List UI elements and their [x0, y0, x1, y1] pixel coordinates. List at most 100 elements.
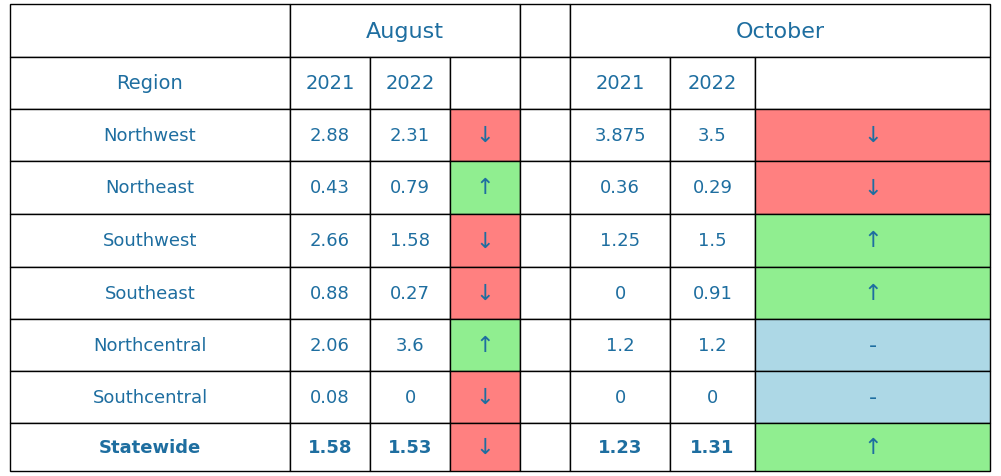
- Text: 0: 0: [404, 388, 415, 406]
- Text: 2022: 2022: [688, 74, 737, 93]
- Bar: [520, 58, 570, 110]
- Bar: [370, 215, 450, 268]
- Bar: [520, 371, 570, 423]
- Text: ↑: ↑: [475, 178, 494, 198]
- Text: ↓: ↓: [475, 126, 494, 146]
- Text: ↓: ↓: [475, 387, 494, 407]
- Text: 0.36: 0.36: [600, 179, 640, 197]
- Bar: [520, 5, 570, 58]
- Bar: [670, 423, 755, 471]
- Bar: [450, 319, 520, 371]
- Bar: [370, 162, 450, 215]
- Bar: [370, 319, 450, 371]
- Bar: [570, 58, 670, 110]
- Bar: [370, 58, 450, 110]
- Bar: [670, 162, 755, 215]
- Text: ↓: ↓: [475, 231, 494, 251]
- Bar: [10, 319, 290, 371]
- Text: Region: Region: [117, 74, 183, 93]
- Bar: [570, 162, 670, 215]
- Text: Southwest: Southwest: [103, 232, 197, 250]
- Text: 0.27: 0.27: [390, 284, 430, 302]
- Bar: [570, 423, 670, 471]
- Text: Southcentral: Southcentral: [92, 388, 207, 406]
- Bar: [290, 215, 370, 268]
- Text: Northcentral: Northcentral: [93, 336, 207, 354]
- Bar: [290, 162, 370, 215]
- Bar: [10, 268, 290, 319]
- Bar: [370, 423, 450, 471]
- Bar: [670, 110, 755, 162]
- Bar: [670, 215, 755, 268]
- Bar: [755, 319, 990, 371]
- Bar: [755, 268, 990, 319]
- Bar: [290, 110, 370, 162]
- Text: 2.06: 2.06: [310, 336, 350, 354]
- Text: ↓: ↓: [475, 437, 494, 457]
- Text: 2.31: 2.31: [390, 127, 430, 145]
- Text: -: -: [869, 387, 877, 407]
- Bar: [520, 110, 570, 162]
- Bar: [370, 110, 450, 162]
- Text: Northwest: Northwest: [104, 127, 196, 145]
- Text: 2.66: 2.66: [310, 232, 350, 250]
- Bar: [450, 162, 520, 215]
- Bar: [10, 371, 290, 423]
- Bar: [450, 215, 520, 268]
- Bar: [520, 215, 570, 268]
- Text: 0.08: 0.08: [310, 388, 349, 406]
- Text: 0: 0: [615, 284, 626, 302]
- Text: 0: 0: [707, 388, 718, 406]
- Text: 2021: 2021: [305, 74, 354, 93]
- Bar: [670, 58, 755, 110]
- Bar: [755, 162, 990, 215]
- Text: 0.91: 0.91: [693, 284, 733, 302]
- Bar: [570, 371, 670, 423]
- Bar: [570, 5, 990, 58]
- Text: 0.79: 0.79: [390, 179, 430, 197]
- Bar: [755, 215, 990, 268]
- Bar: [570, 215, 670, 268]
- Text: 1.2: 1.2: [606, 336, 635, 354]
- Bar: [290, 371, 370, 423]
- Text: 1.58: 1.58: [307, 438, 352, 456]
- Bar: [290, 58, 370, 110]
- Text: 2021: 2021: [596, 74, 645, 93]
- Text: 2.88: 2.88: [310, 127, 350, 145]
- Text: ↑: ↑: [475, 335, 494, 355]
- Bar: [10, 110, 290, 162]
- Bar: [520, 319, 570, 371]
- Bar: [570, 110, 670, 162]
- Bar: [670, 371, 755, 423]
- Bar: [755, 110, 990, 162]
- Text: August: August: [366, 21, 444, 41]
- Text: 1.25: 1.25: [600, 232, 640, 250]
- Text: ↑: ↑: [863, 231, 882, 251]
- Bar: [450, 371, 520, 423]
- Text: ↓: ↓: [863, 178, 882, 198]
- Bar: [570, 319, 670, 371]
- Bar: [10, 215, 290, 268]
- Text: October: October: [736, 21, 825, 41]
- Text: ↑: ↑: [863, 437, 882, 457]
- Bar: [290, 319, 370, 371]
- Bar: [570, 268, 670, 319]
- Text: 0.88: 0.88: [310, 284, 350, 302]
- Bar: [755, 371, 990, 423]
- Bar: [370, 268, 450, 319]
- Bar: [290, 5, 520, 58]
- Bar: [10, 162, 290, 215]
- Bar: [755, 423, 990, 471]
- Text: 1.23: 1.23: [598, 438, 643, 456]
- Text: 1.2: 1.2: [698, 336, 727, 354]
- Bar: [450, 110, 520, 162]
- Bar: [520, 423, 570, 471]
- Bar: [520, 162, 570, 215]
- Text: 1.5: 1.5: [698, 232, 727, 250]
- Text: 3.875: 3.875: [595, 127, 646, 145]
- Bar: [450, 423, 520, 471]
- Text: 0.43: 0.43: [310, 179, 350, 197]
- Text: ↓: ↓: [475, 283, 494, 303]
- Text: 3.5: 3.5: [698, 127, 727, 145]
- Bar: [10, 58, 290, 110]
